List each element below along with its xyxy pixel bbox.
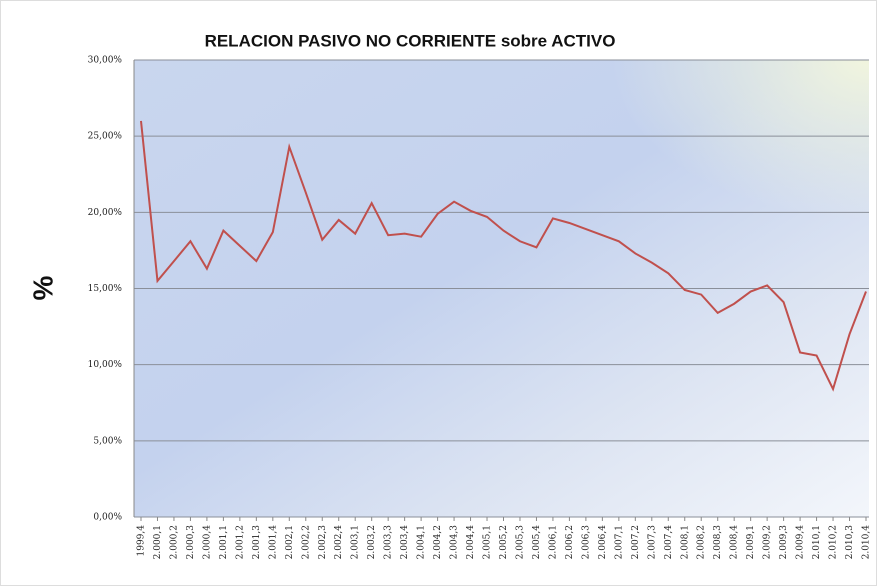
y-tick-label: 20,00%: [88, 208, 123, 218]
x-tick-label: 2.008,4: [730, 525, 740, 560]
x-tick-label: 2.003,1: [351, 525, 361, 559]
y-tick-label: 10,00%: [88, 360, 123, 370]
x-tick-label: 2.003,4: [400, 525, 410, 560]
x-tick-label: 2.002,1: [285, 525, 295, 559]
x-tick-label: 2.009,4: [796, 525, 806, 560]
x-tick-label: 2.009,3: [779, 525, 789, 560]
y-tick-label: 25,00%: [88, 132, 123, 142]
y-tick-label: 15,00%: [88, 284, 123, 294]
x-tick-label: 2.007,4: [664, 525, 674, 560]
x-tick-label: 2.002,2: [301, 525, 311, 559]
x-tick-label: 2.000,4: [202, 525, 212, 560]
x-tick-label: 2.006,1: [548, 525, 558, 559]
x-tick-label: 2.000,3: [186, 525, 196, 560]
x-tick-label: 2.005,4: [532, 525, 542, 560]
x-tick-label: 2.000,2: [169, 525, 179, 559]
x-tick-label: 2.008,1: [680, 525, 690, 559]
x-tick-label: 2.006,4: [598, 525, 608, 560]
x-tick-label: 2.003,3: [384, 525, 394, 560]
x-tick-label: 2.003,2: [367, 525, 377, 559]
x-tick-label: 1999,4: [137, 525, 147, 557]
x-tick-label: 2.005,2: [499, 525, 509, 559]
x-tick-label: 2.002,3: [318, 525, 328, 560]
x-tick-label: 2.007,2: [631, 525, 641, 559]
x-tick-label: 2.007,3: [647, 525, 657, 560]
x-tick-label: 2.004,3: [450, 525, 460, 560]
x-tick-label: 2.005,3: [515, 525, 525, 560]
x-tick-label: 2.010,4: [862, 525, 872, 560]
x-tick-label: 2.009,1: [746, 525, 756, 559]
x-tick-label: 2.004,4: [466, 525, 476, 560]
x-tick-label: 2.010,2: [829, 525, 839, 559]
y-tick-label: 5,00%: [93, 436, 122, 446]
x-tick-label: 2.010,3: [845, 525, 855, 560]
x-tick-label: 2.001,3: [252, 525, 262, 560]
x-tick-label: 2.001,2: [235, 525, 245, 559]
x-tick-label: 2.010,1: [812, 525, 822, 559]
x-tick-label: 2.007,1: [614, 525, 624, 559]
x-tick-label: 2.002,4: [334, 525, 344, 560]
x-tick-label: 2.001,4: [268, 525, 278, 560]
y-axis-title: %: [27, 275, 58, 300]
y-tick-label: 30,00%: [88, 56, 123, 66]
x-tick-label: 2.000,1: [153, 525, 163, 559]
data-line: [140, 120, 867, 392]
x-tick-label: 2.005,1: [483, 525, 493, 559]
x-tick-label: 2.004,2: [433, 525, 443, 559]
x-tick-label: 2.006,2: [565, 525, 575, 559]
x-tick-label: 2.009,2: [763, 525, 773, 559]
x-tick-label: 2.004,1: [417, 525, 427, 559]
x-tick-label: 2.008,3: [713, 525, 723, 560]
chart-title: RELACION PASIVO NO CORRIENTE sobre ACTIV…: [205, 31, 616, 50]
x-tick-label: 2.006,3: [581, 525, 591, 560]
x-tick-label: 2.001,1: [219, 525, 229, 559]
y-tick-label: 0,00%: [93, 513, 122, 523]
x-tick-label: 2.008,2: [697, 525, 707, 559]
